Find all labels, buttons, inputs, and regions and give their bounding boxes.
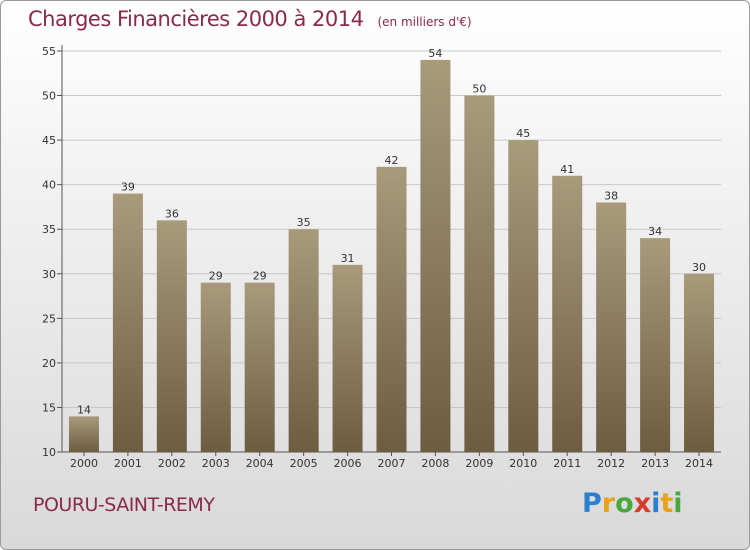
bar xyxy=(112,193,143,453)
bar-value-label: 34 xyxy=(648,225,662,238)
bar xyxy=(332,264,363,452)
bar-value-label: 41 xyxy=(560,163,574,176)
bar-value-label: 39 xyxy=(121,181,135,194)
x-tick-label: 2003 xyxy=(202,457,230,470)
bar xyxy=(464,95,495,453)
y-tick-label: 25 xyxy=(42,312,56,325)
bar xyxy=(376,166,407,452)
x-tick-label: 2005 xyxy=(290,457,318,470)
bars xyxy=(68,59,715,453)
x-tick-label: 2009 xyxy=(465,457,493,470)
commune-name: POURU-SAINT-REMY xyxy=(33,494,215,516)
logo-letter: r xyxy=(601,488,616,519)
bar-value-label: 29 xyxy=(253,270,267,283)
x-tick-label: 2014 xyxy=(685,457,713,470)
bar xyxy=(288,229,319,452)
bar xyxy=(684,273,715,452)
bar xyxy=(552,175,583,452)
bar-value-label: 54 xyxy=(428,47,442,60)
y-tick-label: 15 xyxy=(42,401,56,414)
x-tick-label: 2007 xyxy=(378,457,406,470)
y-tick-label: 20 xyxy=(42,357,56,370)
bar-value-label: 14 xyxy=(77,403,91,416)
bar xyxy=(68,416,99,452)
logo-letter: i xyxy=(651,488,661,519)
x-tick-label: 2001 xyxy=(114,457,142,470)
logo-letter: x xyxy=(633,488,652,519)
logo-letter: P xyxy=(582,488,602,519)
bar-value-label: 45 xyxy=(516,127,530,140)
bar-value-label: 38 xyxy=(604,189,618,202)
bar xyxy=(508,140,539,452)
bar-value-label: 35 xyxy=(297,216,311,229)
x-tick-label: 2012 xyxy=(597,457,625,470)
chart-subtitle: (en milliers d'€) xyxy=(377,15,472,29)
logo-letter: o xyxy=(615,488,634,519)
bar xyxy=(640,238,671,452)
y-tick-label: 40 xyxy=(42,179,56,192)
bar-value-label: 50 xyxy=(472,83,486,96)
y-tick-label: 55 xyxy=(42,45,56,58)
bar-value-label: 31 xyxy=(341,252,355,265)
logo-letter: i xyxy=(673,488,683,519)
proxiti-logo: Proxiti xyxy=(582,488,683,519)
bar xyxy=(420,59,451,453)
x-tick-label: 2000 xyxy=(70,457,98,470)
y-tick-label: 50 xyxy=(42,90,56,103)
x-tick-label: 2013 xyxy=(641,457,669,470)
y-tick-label: 45 xyxy=(42,134,56,147)
bar xyxy=(156,220,187,452)
chart-title-text: Charges Financières 2000 à 2014 xyxy=(28,7,364,31)
axes: 10 15 20 25 30 35 40 45 50 55 2000 2001 2002 2003 2004… xyxy=(42,45,721,470)
x-tick-label: 2006 xyxy=(334,457,362,470)
x-tick-label: 2004 xyxy=(246,457,274,470)
x-tick-label: 2002 xyxy=(158,457,186,470)
y-tick-label: 30 xyxy=(42,268,56,281)
bar xyxy=(244,282,275,452)
y-tick-label: 35 xyxy=(42,223,56,236)
x-tick-label: 2008 xyxy=(421,457,449,470)
bar xyxy=(200,282,231,452)
bar-value-label: 30 xyxy=(692,261,706,274)
bar-value-label: 36 xyxy=(165,207,179,220)
x-tick-label: 2011 xyxy=(553,457,581,470)
data-labels: 14 39 36 29 29 35 31 42 54 50 45 41 38 34 30 xyxy=(77,47,706,416)
x-tick-label: 2010 xyxy=(509,457,537,470)
bar-value-label: 42 xyxy=(385,154,399,167)
y-tick-label: 10 xyxy=(42,446,56,459)
chart-title: Charges Financières 2000 à 2014 (en milli… xyxy=(28,7,472,31)
bar-value-label: 29 xyxy=(209,270,223,283)
bar xyxy=(596,202,627,452)
logo-letter: t xyxy=(660,488,674,519)
